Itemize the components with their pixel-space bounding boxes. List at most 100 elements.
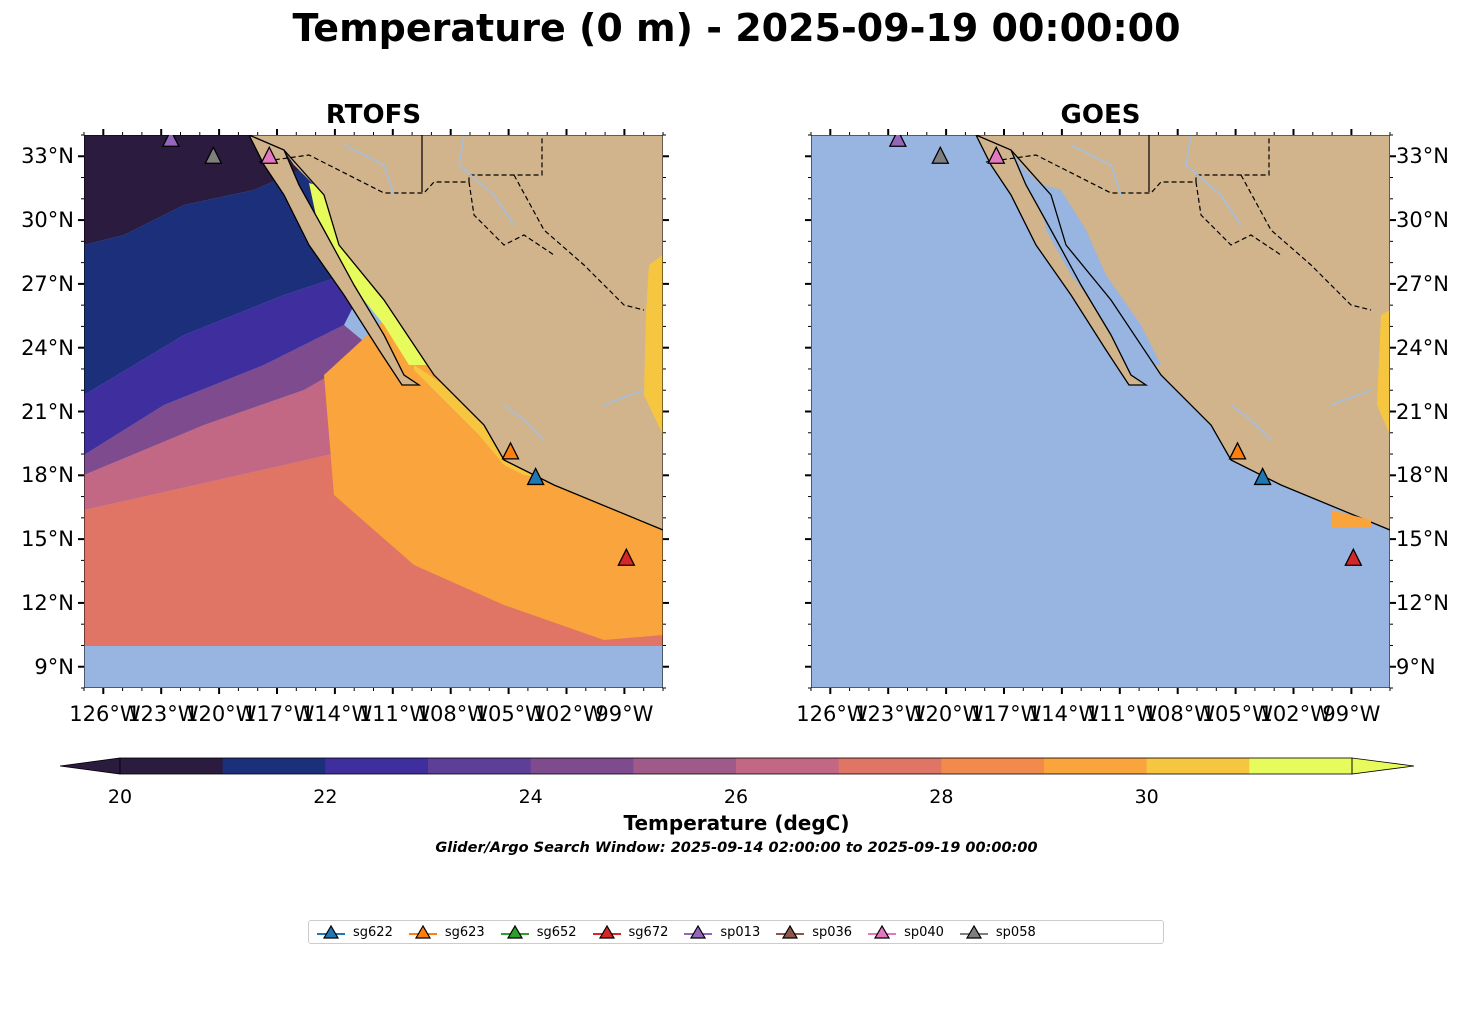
legend-item-sg652: sg652 bbox=[499, 923, 577, 941]
legend-swatch-icon bbox=[500, 924, 529, 939]
marker-sg672 bbox=[617, 547, 636, 566]
legend-swatch-icon bbox=[408, 924, 437, 939]
lat-tick-label: 18°N bbox=[21, 463, 74, 488]
lon-tick-label: 117°W bbox=[243, 702, 315, 726]
colorbar-segment bbox=[1249, 758, 1353, 774]
lon-tick-label: 99°W bbox=[1322, 702, 1381, 726]
colorbar-segment bbox=[120, 758, 224, 774]
legend: sg622 sg623 sg652 sg672 sp013 sp036 sp040 sp058 bbox=[308, 920, 1164, 944]
no-data-strip bbox=[84, 646, 663, 688]
lat-tick-label: 27°N bbox=[1396, 271, 1449, 296]
marker-sg623 bbox=[501, 441, 520, 460]
colorbar-segment bbox=[530, 758, 634, 774]
legend-swatch-icon bbox=[684, 924, 713, 939]
main-title: Temperature (0 m) - 2025-09-19 00:00:00 bbox=[292, 6, 1181, 50]
legend-item-sg672: sg672 bbox=[591, 923, 669, 941]
lat-tick-label: 15°N bbox=[1396, 527, 1449, 552]
lon-tick-label: 108°W bbox=[416, 702, 489, 726]
lon-tick-label: 114°W bbox=[300, 702, 373, 726]
marker-sg622 bbox=[526, 466, 545, 486]
marker-sg622 bbox=[1253, 466, 1272, 486]
lat-tick-label: 21°N bbox=[21, 399, 74, 424]
rtofs-panel-title: RTOFS bbox=[325, 100, 422, 130]
lat-tick-label: 9°N bbox=[34, 654, 74, 679]
legend-label: sp036 bbox=[812, 924, 853, 940]
goes-markers bbox=[888, 135, 1363, 566]
temp-band-24 bbox=[84, 325, 374, 475]
colorbar-segment bbox=[941, 758, 1045, 774]
legend-label: sp058 bbox=[995, 924, 1036, 940]
lon-tick-label: 126°W bbox=[796, 702, 868, 726]
colorbar-segment bbox=[838, 758, 942, 774]
marker-sp040 bbox=[987, 145, 1006, 164]
legend-swatch-icon bbox=[592, 924, 621, 939]
lat-tick-label: 27°N bbox=[21, 271, 74, 296]
colorbar-tick-label: 30 bbox=[1134, 786, 1159, 808]
mainland-mexico-land bbox=[249, 135, 663, 530]
legend-item-sg623: sg623 bbox=[407, 923, 485, 941]
legend-label: sp040 bbox=[904, 924, 944, 940]
colorbar-segment bbox=[428, 758, 532, 774]
lon-tick-label: 108°W bbox=[1143, 702, 1216, 726]
colorbar-tick-label: 28 bbox=[929, 786, 954, 808]
colorbar-segment bbox=[325, 758, 429, 774]
lat-tick-label: 33°N bbox=[21, 144, 74, 169]
lon-tick-label: 114°W bbox=[1027, 702, 1100, 726]
lon-tick-label: 126°W bbox=[69, 702, 141, 726]
lon-tick-label: 102°W bbox=[532, 702, 604, 726]
colorbar-tick-label: 24 bbox=[518, 786, 543, 808]
temp-band-29 bbox=[324, 320, 663, 640]
marker-sg672 bbox=[1344, 547, 1363, 566]
lon-tick-label: 105°W bbox=[1201, 702, 1273, 726]
marker-sp040 bbox=[260, 145, 279, 164]
legend-swatch-icon bbox=[959, 924, 988, 939]
lat-tick-label: 12°N bbox=[1396, 590, 1449, 615]
lon-tick-label: 123°W bbox=[127, 702, 199, 726]
lat-tick-label: 33°N bbox=[1396, 144, 1449, 169]
colorbar-segment bbox=[1044, 758, 1148, 774]
lat-tick-label: 18°N bbox=[1396, 463, 1449, 488]
colorbar-segment bbox=[633, 758, 737, 774]
lon-tick-label: 120°W bbox=[912, 702, 984, 726]
colorbar-tick-label: 22 bbox=[313, 786, 338, 808]
colorbar-segment bbox=[1146, 758, 1250, 774]
colorbar-outline bbox=[119, 757, 1353, 775]
colorbar-extend-max bbox=[1351, 757, 1415, 775]
marker-sp058 bbox=[204, 145, 223, 164]
lat-tick-label: 9°N bbox=[1396, 654, 1436, 679]
lon-tick-label: 117°W bbox=[970, 702, 1042, 726]
lat-tick-label: 24°N bbox=[21, 335, 74, 360]
lat-tick-label: 30°N bbox=[1396, 208, 1449, 233]
colorbar-label: Temperature (degC) bbox=[623, 811, 850, 835]
lat-tick-label: 21°N bbox=[1396, 399, 1449, 424]
gulf-of-california bbox=[1036, 183, 1161, 365]
legend-item-sp058: sp058 bbox=[958, 923, 1036, 941]
legend-swatch-icon bbox=[317, 924, 345, 939]
lon-tick-label: 105°W bbox=[474, 702, 546, 726]
lon-tick-label: 99°W bbox=[595, 702, 654, 726]
marker-sg623 bbox=[1228, 441, 1247, 460]
legend-label: sg622 bbox=[353, 924, 393, 940]
legend-swatch-icon bbox=[776, 924, 805, 939]
lon-tick-label: 111°W bbox=[358, 702, 431, 726]
lat-tick-label: 24°N bbox=[1396, 335, 1449, 360]
colorbar-segment bbox=[736, 758, 840, 774]
rtofs-markers bbox=[161, 135, 636, 566]
coastal-warm-patch bbox=[1331, 510, 1371, 527]
legend-label: sg672 bbox=[628, 924, 669, 940]
colorbar-tick-label: 20 bbox=[107, 786, 133, 808]
colorbar-extend-min bbox=[59, 757, 121, 775]
goes-map bbox=[811, 135, 1390, 688]
temp-band-22 bbox=[84, 265, 374, 455]
goes-panel-title: GOES bbox=[1060, 100, 1141, 130]
lon-tick-label: 120°W bbox=[185, 702, 257, 726]
legend-item-sp040: sp040 bbox=[866, 923, 944, 941]
gulf-of-mexico-warm bbox=[1377, 310, 1390, 435]
lat-tick-label: 15°N bbox=[21, 527, 74, 552]
lon-tick-label: 111°W bbox=[1085, 702, 1158, 726]
rtofs-map bbox=[84, 135, 663, 688]
colorbar bbox=[59, 757, 1415, 775]
gulf-of-mexico-warm bbox=[644, 255, 663, 435]
lon-tick-label: 102°W bbox=[1259, 702, 1331, 726]
